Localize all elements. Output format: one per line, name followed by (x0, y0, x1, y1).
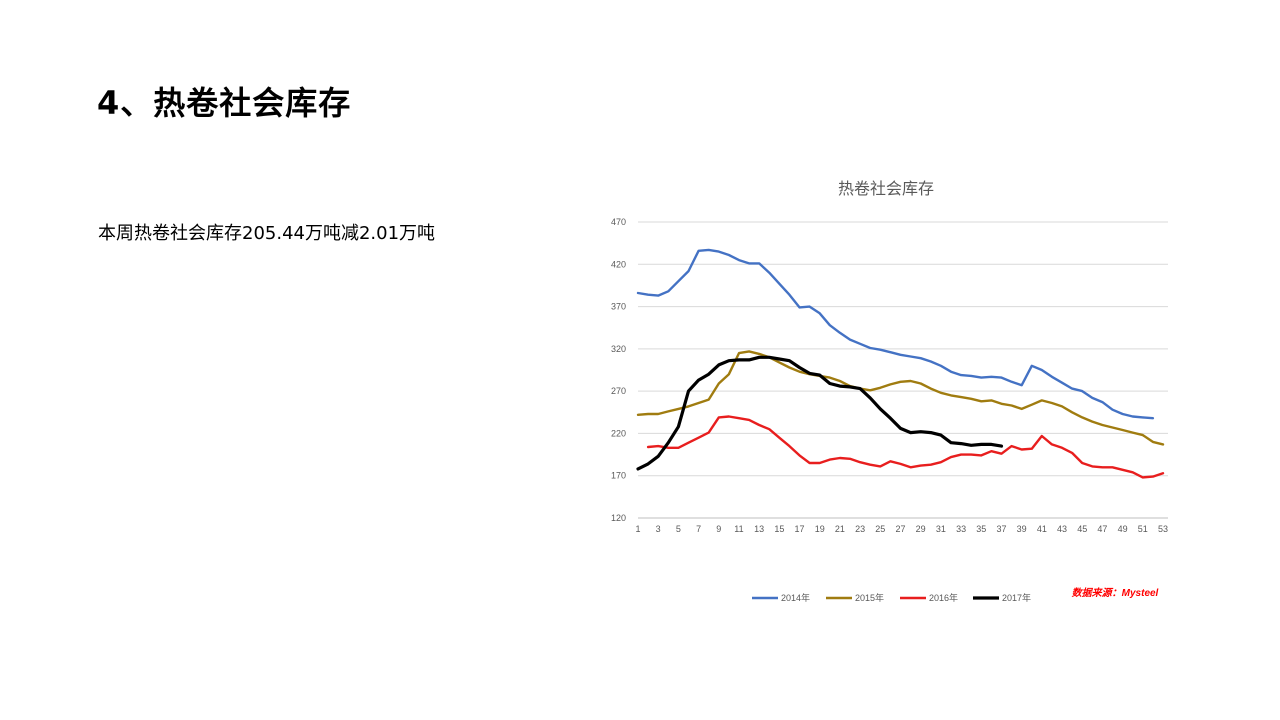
y-tick-label: 270 (611, 386, 626, 396)
chart-title: 热卷社会库存 (838, 180, 934, 198)
chart-gridlines (638, 221, 1168, 519)
x-tick-label: 51 (1138, 524, 1148, 534)
x-tick-label: 23 (855, 524, 865, 534)
x-tick-label: 7 (696, 524, 701, 534)
chart-legend: 2014年 2015年 2016年 2017年 (752, 592, 1031, 603)
series-line-2015年 (636, 350, 1165, 446)
y-tick-label: 420 (611, 259, 626, 269)
legend-label-2017年: 2017年 (1002, 592, 1031, 603)
y-tick-label: 470 (611, 217, 626, 227)
y-tick-label: 320 (611, 344, 626, 354)
x-tick-label: 13 (754, 524, 764, 534)
x-tick-label: 39 (1017, 524, 1027, 534)
x-tick-label: 35 (976, 524, 986, 534)
x-tick-label: 45 (1077, 524, 1087, 534)
x-tick-label: 5 (676, 524, 681, 534)
series-line-2014年 (636, 248, 1155, 420)
x-tick-label: 53 (1158, 524, 1168, 534)
x-tick-label: 49 (1118, 524, 1128, 534)
y-tick-label: 120 (611, 513, 626, 523)
legend-label-2016年: 2016年 (929, 592, 958, 603)
x-tick-label: 17 (795, 524, 805, 534)
x-tick-label: 31 (936, 524, 946, 534)
source-note: 数据来源：Mysteel (1072, 587, 1159, 599)
x-tick-label: 41 (1037, 524, 1047, 534)
series-line-2016年 (646, 415, 1165, 479)
chart-series (636, 248, 1165, 479)
x-tick-label: 37 (996, 524, 1006, 534)
legend-label-2015年: 2015年 (855, 592, 884, 603)
series-line-2017年 (636, 355, 1004, 471)
x-tick-label: 21 (835, 524, 845, 534)
x-tick-label: 1 (635, 524, 640, 534)
legend-label-2014年: 2014年 (781, 592, 810, 603)
x-tick-label: 3 (656, 524, 661, 534)
x-tick-label: 29 (916, 524, 926, 534)
x-tick-label: 27 (895, 524, 905, 534)
x-tick-label: 43 (1057, 524, 1067, 534)
x-tick-label: 25 (875, 524, 885, 534)
page-title: 4、热卷社会库存 (97, 84, 352, 122)
summary-text: 本周热卷社会库存205.44万吨减2.01万吨 (98, 223, 436, 244)
x-tick-label: 47 (1097, 524, 1107, 534)
y-tick-label: 220 (611, 428, 626, 438)
x-tick-label: 15 (774, 524, 784, 534)
x-tick-label: 33 (956, 524, 966, 534)
x-tick-label: 19 (815, 524, 825, 534)
y-tick-label: 370 (611, 302, 626, 312)
x-tick-label: 11 (734, 524, 743, 534)
x-tick-label: 9 (716, 524, 721, 534)
y-tick-label: 170 (611, 471, 626, 481)
